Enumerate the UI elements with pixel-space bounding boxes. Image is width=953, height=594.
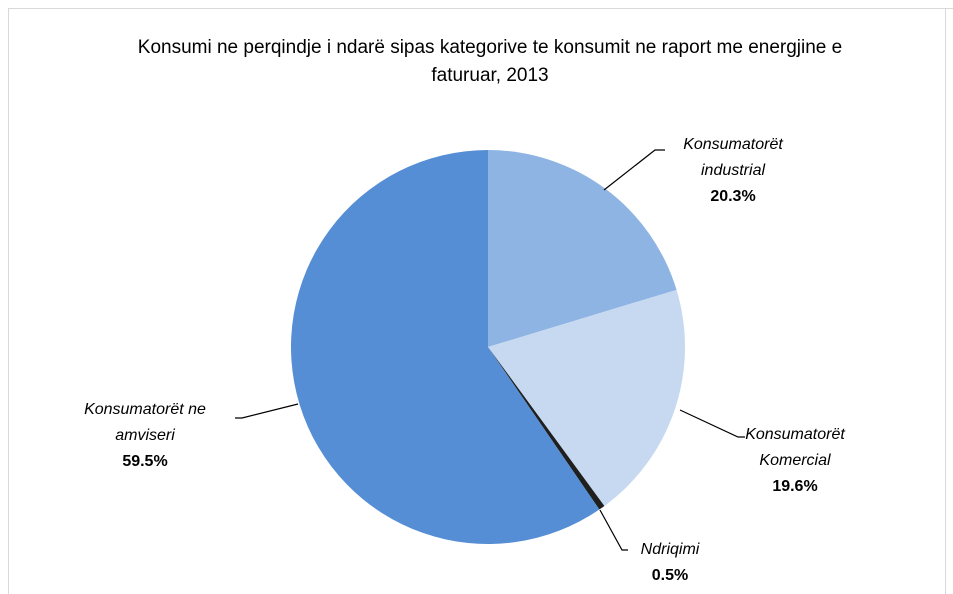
value-label: 0.5%: [652, 567, 688, 584]
leader-line: [603, 149, 665, 191]
value-label: 59.5%: [122, 453, 167, 470]
category-label: Konsumatorët industrial: [683, 136, 783, 179]
chart-title: Konsumi ne perqindje i ndarë sipas kateg…: [137, 37, 843, 86]
label-line: Komercial: [759, 452, 831, 469]
category-label: Ndriqimi: [641, 541, 700, 558]
leader-line: [599, 509, 628, 551]
label-line: Konsumatorët ne: [84, 401, 206, 418]
value-label: 20.3%: [710, 188, 755, 205]
category-label: Konsumatorët ne amviseri: [84, 401, 206, 444]
label-line: amviseri: [115, 427, 175, 444]
pie-slice: [488, 347, 605, 510]
label-line: Konsumatorët: [683, 136, 783, 153]
value-label: 19.6%: [772, 478, 817, 495]
pie-slice: [488, 289, 685, 506]
label-line: Ndriqimi: [641, 541, 700, 558]
label-line: Konsumatorët: [745, 426, 845, 443]
category-label: Konsumatorët Komercial: [745, 426, 845, 469]
pie-slice: [290, 150, 600, 544]
leader-line: [235, 403, 299, 419]
pie-slice: [488, 150, 677, 347]
leader-line: [679, 409, 745, 438]
label-line: industrial: [701, 162, 765, 179]
